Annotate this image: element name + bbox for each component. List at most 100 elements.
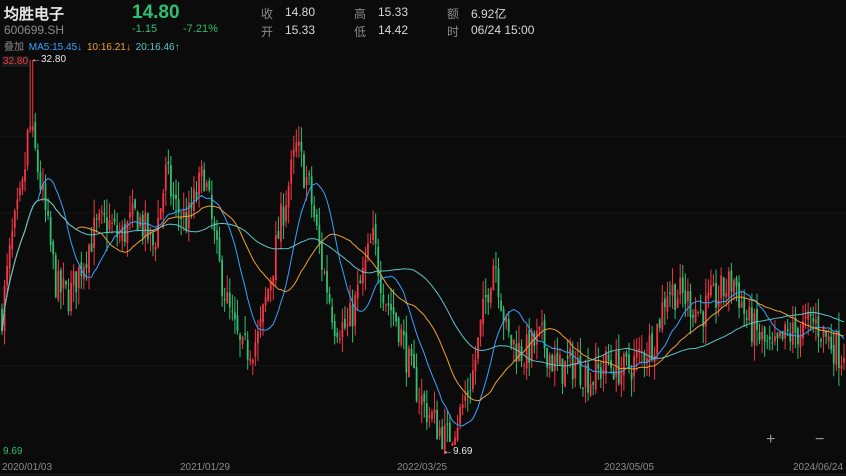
- candlestick-chart[interactable]: [0, 54, 846, 456]
- candle-body: [379, 275, 382, 293]
- candle-body: [648, 335, 651, 362]
- candle-body: [103, 213, 106, 216]
- candle-body: [615, 351, 618, 377]
- candle-body: [817, 316, 820, 337]
- candle-body: [827, 336, 830, 342]
- candle-body: [712, 283, 715, 287]
- candle-body: [31, 126, 34, 131]
- candle-body: [799, 334, 802, 348]
- candle-body: [116, 225, 119, 237]
- candle-body: [566, 356, 569, 359]
- candle-body: [244, 333, 247, 336]
- candle-body: [328, 294, 331, 303]
- candle-body: [372, 228, 374, 240]
- candle-body: [95, 218, 98, 220]
- candle-body: [13, 210, 16, 228]
- candle-body: [794, 318, 797, 333]
- candle-body: [781, 330, 784, 339]
- candle-body: [559, 354, 561, 366]
- candle-body: [820, 339, 822, 342]
- candle-body: [164, 164, 167, 191]
- candle-body: [628, 354, 630, 369]
- x-tick-label-2: 2022/03/25: [397, 462, 448, 473]
- close-value: 14.80: [285, 5, 316, 19]
- candle-body: [561, 358, 564, 384]
- candle-body: [464, 396, 467, 401]
- price-change-percent: -7.21%: [183, 23, 218, 35]
- candle-body: [835, 333, 838, 365]
- candle-body: [141, 215, 144, 237]
- candle-body: [679, 277, 682, 295]
- candle-body: [612, 370, 615, 380]
- candle-body: [748, 306, 751, 321]
- candle-body: [543, 320, 546, 349]
- candle-body: [11, 230, 14, 250]
- candle-body: [643, 352, 646, 362]
- candle-body: [336, 332, 339, 338]
- candle-body: [321, 242, 323, 270]
- candle-body: [359, 280, 362, 284]
- candle-body: [231, 311, 234, 313]
- candle-body: [482, 298, 485, 325]
- candle-body: [295, 142, 298, 152]
- candle-body: [198, 172, 200, 196]
- ma10-value: 10:16.21↓: [86, 42, 131, 53]
- candle-body: [441, 426, 444, 450]
- candle-body: [144, 212, 147, 238]
- candle-body: [269, 280, 272, 291]
- candle-body: [374, 223, 377, 245]
- overlay-label[interactable]: 叠加: [4, 42, 24, 53]
- time-label: 时: [447, 25, 460, 39]
- zoom-out-button[interactable]: −: [815, 431, 825, 448]
- candle-body: [681, 277, 684, 293]
- candle-body: [236, 315, 239, 332]
- candle-body: [349, 303, 351, 327]
- candle-body: [694, 309, 697, 323]
- candle-body: [367, 243, 369, 258]
- candle-body: [717, 300, 720, 308]
- candle-body: [246, 339, 249, 360]
- candle-body: [113, 218, 116, 222]
- candle-body: [784, 324, 787, 339]
- candle-body: [323, 272, 326, 274]
- candle-body: [277, 231, 280, 239]
- candle-body: [418, 401, 421, 403]
- candle-body: [282, 207, 285, 226]
- candle-body: [390, 304, 392, 311]
- candle-body: [157, 217, 160, 248]
- candle-body: [351, 305, 354, 327]
- candle-body: [727, 271, 730, 297]
- zoom-in-button[interactable]: +: [766, 431, 776, 448]
- candle-body: [640, 351, 643, 353]
- candle-body: [497, 268, 500, 298]
- candle-body: [354, 295, 357, 326]
- candle-body: [597, 363, 600, 369]
- candle-body: [377, 246, 380, 276]
- candle-body: [272, 275, 275, 286]
- candle-body: [786, 329, 789, 332]
- candle-body: [1, 308, 3, 332]
- low-price-annotation: ←9.69: [443, 446, 473, 457]
- candle-body: [180, 217, 183, 220]
- candle-body: [809, 313, 812, 317]
- candle-body: [459, 407, 462, 425]
- candle-body: [77, 266, 80, 289]
- candle-body: [779, 331, 781, 337]
- candle-body: [29, 126, 32, 130]
- candle-body: [584, 366, 587, 388]
- amount-value: 6.92亿: [471, 7, 507, 21]
- candle-body: [658, 319, 661, 328]
- candle-body: [364, 259, 367, 273]
- candle-body: [515, 343, 518, 362]
- candle-body: [408, 348, 410, 377]
- candle-body: [456, 427, 459, 441]
- candle-body: [720, 275, 723, 299]
- candle-body: [395, 313, 398, 322]
- candle-body: [59, 270, 62, 293]
- candle-body: [65, 280, 67, 285]
- x-tick-label-4: 2024/06/24: [793, 462, 844, 473]
- candle-body: [19, 188, 21, 196]
- candle-body: [400, 328, 403, 345]
- ma20-line: [1, 198, 845, 367]
- candle-body: [635, 350, 638, 358]
